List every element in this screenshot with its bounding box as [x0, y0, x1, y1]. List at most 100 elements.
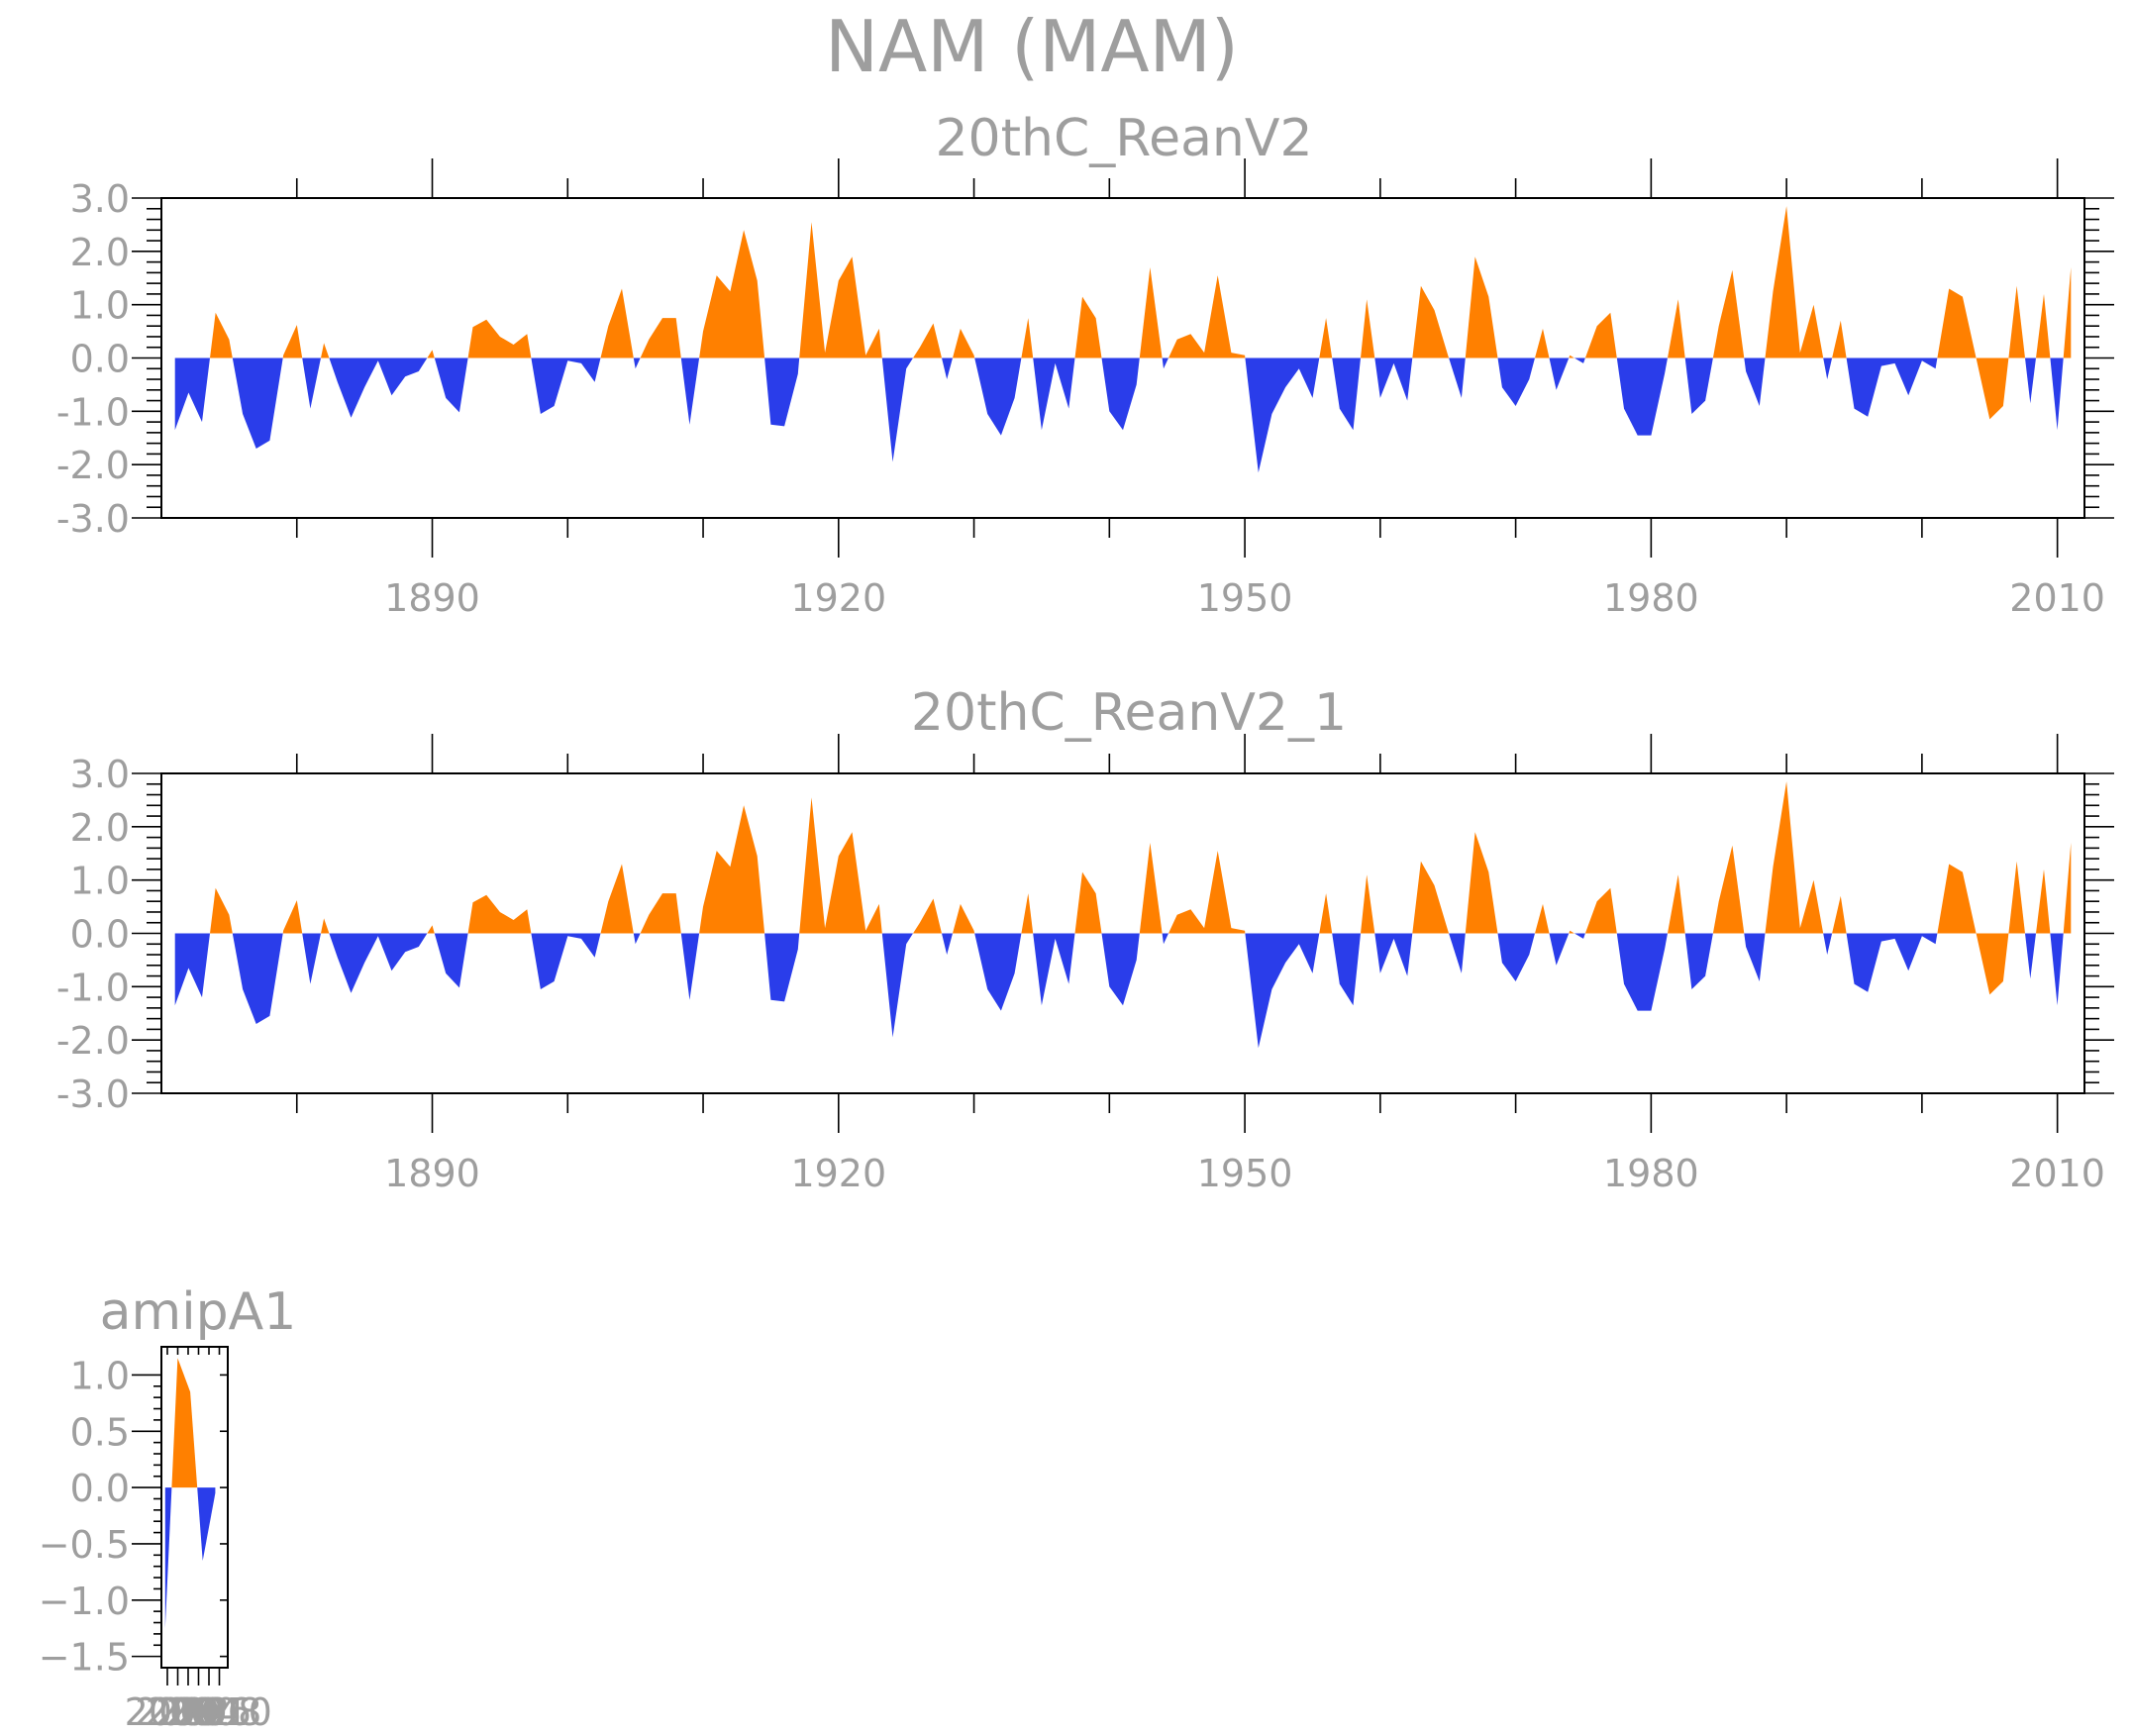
x-tick-label: 1980 — [1603, 576, 1699, 620]
x-tick-label: 1920 — [790, 576, 886, 620]
negative-anomaly-area — [881, 933, 913, 1038]
negative-anomaly-area — [974, 357, 1022, 436]
positive-anomaly-area — [427, 350, 435, 358]
negative-anomaly-area — [164, 1487, 172, 1629]
positive-anomaly-area — [2036, 293, 2051, 358]
y-tick-label: 0.0 — [70, 913, 130, 957]
y-tick-label: 0.0 — [70, 1467, 130, 1510]
x-tick-label: 1890 — [384, 576, 480, 620]
positive-anomaly-area — [1712, 269, 1745, 358]
positive-anomaly-area — [1535, 328, 1550, 358]
x-tick-label: 2006 — [155, 1690, 252, 1734]
positive-anomaly-area — [171, 1358, 198, 1488]
negative-anomaly-area — [1449, 933, 1466, 973]
panel-title: 20thC_ReanV2_1 — [911, 683, 1347, 743]
negative-anomaly-area — [1162, 933, 1168, 945]
negative-anomaly-area — [1684, 357, 1713, 414]
y-tick-label: −1.5 — [39, 1636, 130, 1680]
positive-anomaly-area — [321, 918, 330, 934]
negative-anomaly-area — [232, 357, 283, 449]
positive-anomaly-area — [2063, 267, 2072, 358]
y-tick-label: -2.0 — [56, 1019, 130, 1063]
positive-anomaly-area — [699, 230, 765, 358]
negative-anomaly-area — [942, 357, 953, 379]
positive-anomaly-area — [600, 288, 634, 358]
negative-anomaly-area — [174, 933, 210, 1006]
y-tick-label: -1.0 — [56, 966, 130, 1009]
negative-anomaly-area — [434, 933, 468, 988]
negative-anomaly-area — [1823, 357, 1833, 379]
positive-anomaly-area — [799, 797, 882, 934]
y-tick-label: 1.0 — [70, 1354, 130, 1397]
negative-anomaly-area — [1033, 357, 1075, 431]
positive-anomaly-area — [427, 925, 435, 934]
positive-anomaly-area — [1832, 895, 1847, 934]
positive-anomaly-area — [600, 864, 634, 934]
negative-anomaly-area — [881, 357, 913, 462]
positive-anomaly-area — [210, 887, 233, 934]
positive-anomaly-area — [467, 319, 532, 358]
positive-anomaly-area — [282, 325, 303, 358]
positive-anomaly-area — [1168, 851, 1246, 934]
negative-anomaly-area — [1497, 357, 1535, 406]
negative-anomaly-area — [633, 933, 641, 945]
positive-anomaly-area — [1765, 206, 1824, 358]
positive-anomaly-area — [913, 323, 942, 358]
x-tick-label: 2010 — [176, 1690, 272, 1734]
negative-anomaly-area — [1549, 357, 1570, 390]
positive-anomaly-area — [1412, 285, 1450, 358]
negative-anomaly-area — [1449, 357, 1466, 398]
positive-anomaly-area — [913, 898, 942, 934]
positive-anomaly-area — [1765, 781, 1824, 934]
figure-title: NAM (MAM) — [825, 5, 1239, 88]
negative-anomaly-area — [942, 933, 953, 955]
chart-panel-amipa1: amipA1 1.0 0.5 0.0 −0.5 −1.0 −1.5 200020022004… — [39, 1282, 297, 1734]
negative-anomaly-area — [1744, 357, 1766, 406]
positive-anomaly-area — [799, 222, 882, 358]
negative-anomaly-area — [1846, 357, 1938, 417]
positive-anomaly-area — [2008, 861, 2025, 934]
positive-anomaly-area — [640, 893, 681, 934]
negative-anomaly-area — [1744, 933, 1766, 981]
negative-anomaly-area — [2050, 933, 2064, 1006]
positive-anomaly-area — [1074, 871, 1102, 934]
positive-anomaly-area — [1319, 318, 1333, 358]
y-tick-label: -3.0 — [56, 497, 130, 541]
chart-panel-20thc-reanv2-1: 20thC_ReanV2_1 3.0 2.0 1.0 0.0 -1.0 -2.0 -3.0 1… — [56, 683, 2114, 1195]
negative-anomaly-area — [1033, 933, 1075, 1006]
y-tick-label: 3.0 — [70, 177, 130, 221]
negative-anomaly-area — [1332, 357, 1361, 431]
x-tick-label: 2000 — [125, 1690, 221, 1734]
positive-anomaly-area — [1937, 864, 2009, 995]
negative-anomaly-area — [1101, 933, 1140, 1006]
x-tick-label: 2010 — [2009, 576, 2105, 620]
positive-anomaly-area — [1361, 874, 1375, 934]
y-tick-label: -1.0 — [56, 390, 130, 434]
negative-anomaly-area — [329, 357, 428, 418]
negative-anomaly-area — [1684, 933, 1713, 989]
positive-anomaly-area — [321, 343, 330, 358]
x-tick-label: 1920 — [790, 1152, 886, 1195]
negative-anomaly-area — [531, 357, 601, 414]
positive-anomaly-area — [2008, 285, 2025, 358]
negative-anomaly-area — [2025, 933, 2036, 979]
positive-anomaly-area — [2036, 868, 2051, 934]
negative-anomaly-area — [531, 933, 601, 989]
x-tick-label: 1890 — [384, 1152, 480, 1195]
negative-anomaly-area — [1574, 933, 1585, 939]
positive-anomaly-area — [1021, 893, 1034, 934]
negative-anomaly-area — [302, 933, 321, 984]
positive-anomaly-area — [953, 903, 975, 934]
negative-anomaly-area — [1332, 933, 1361, 1006]
y-tick-label: −0.5 — [39, 1523, 130, 1567]
negative-anomaly-area — [1616, 933, 1668, 1011]
negative-anomaly-area — [2050, 357, 2064, 431]
negative-anomaly-area — [974, 933, 1022, 1011]
y-tick-label: 1.0 — [70, 860, 130, 903]
positive-anomaly-area — [1465, 832, 1498, 934]
negative-anomaly-area — [1616, 357, 1668, 436]
negative-anomaly-area — [1497, 933, 1535, 981]
negative-anomaly-area — [197, 1487, 216, 1561]
negative-anomaly-area — [1245, 357, 1320, 473]
positive-anomaly-area — [1584, 887, 1617, 934]
